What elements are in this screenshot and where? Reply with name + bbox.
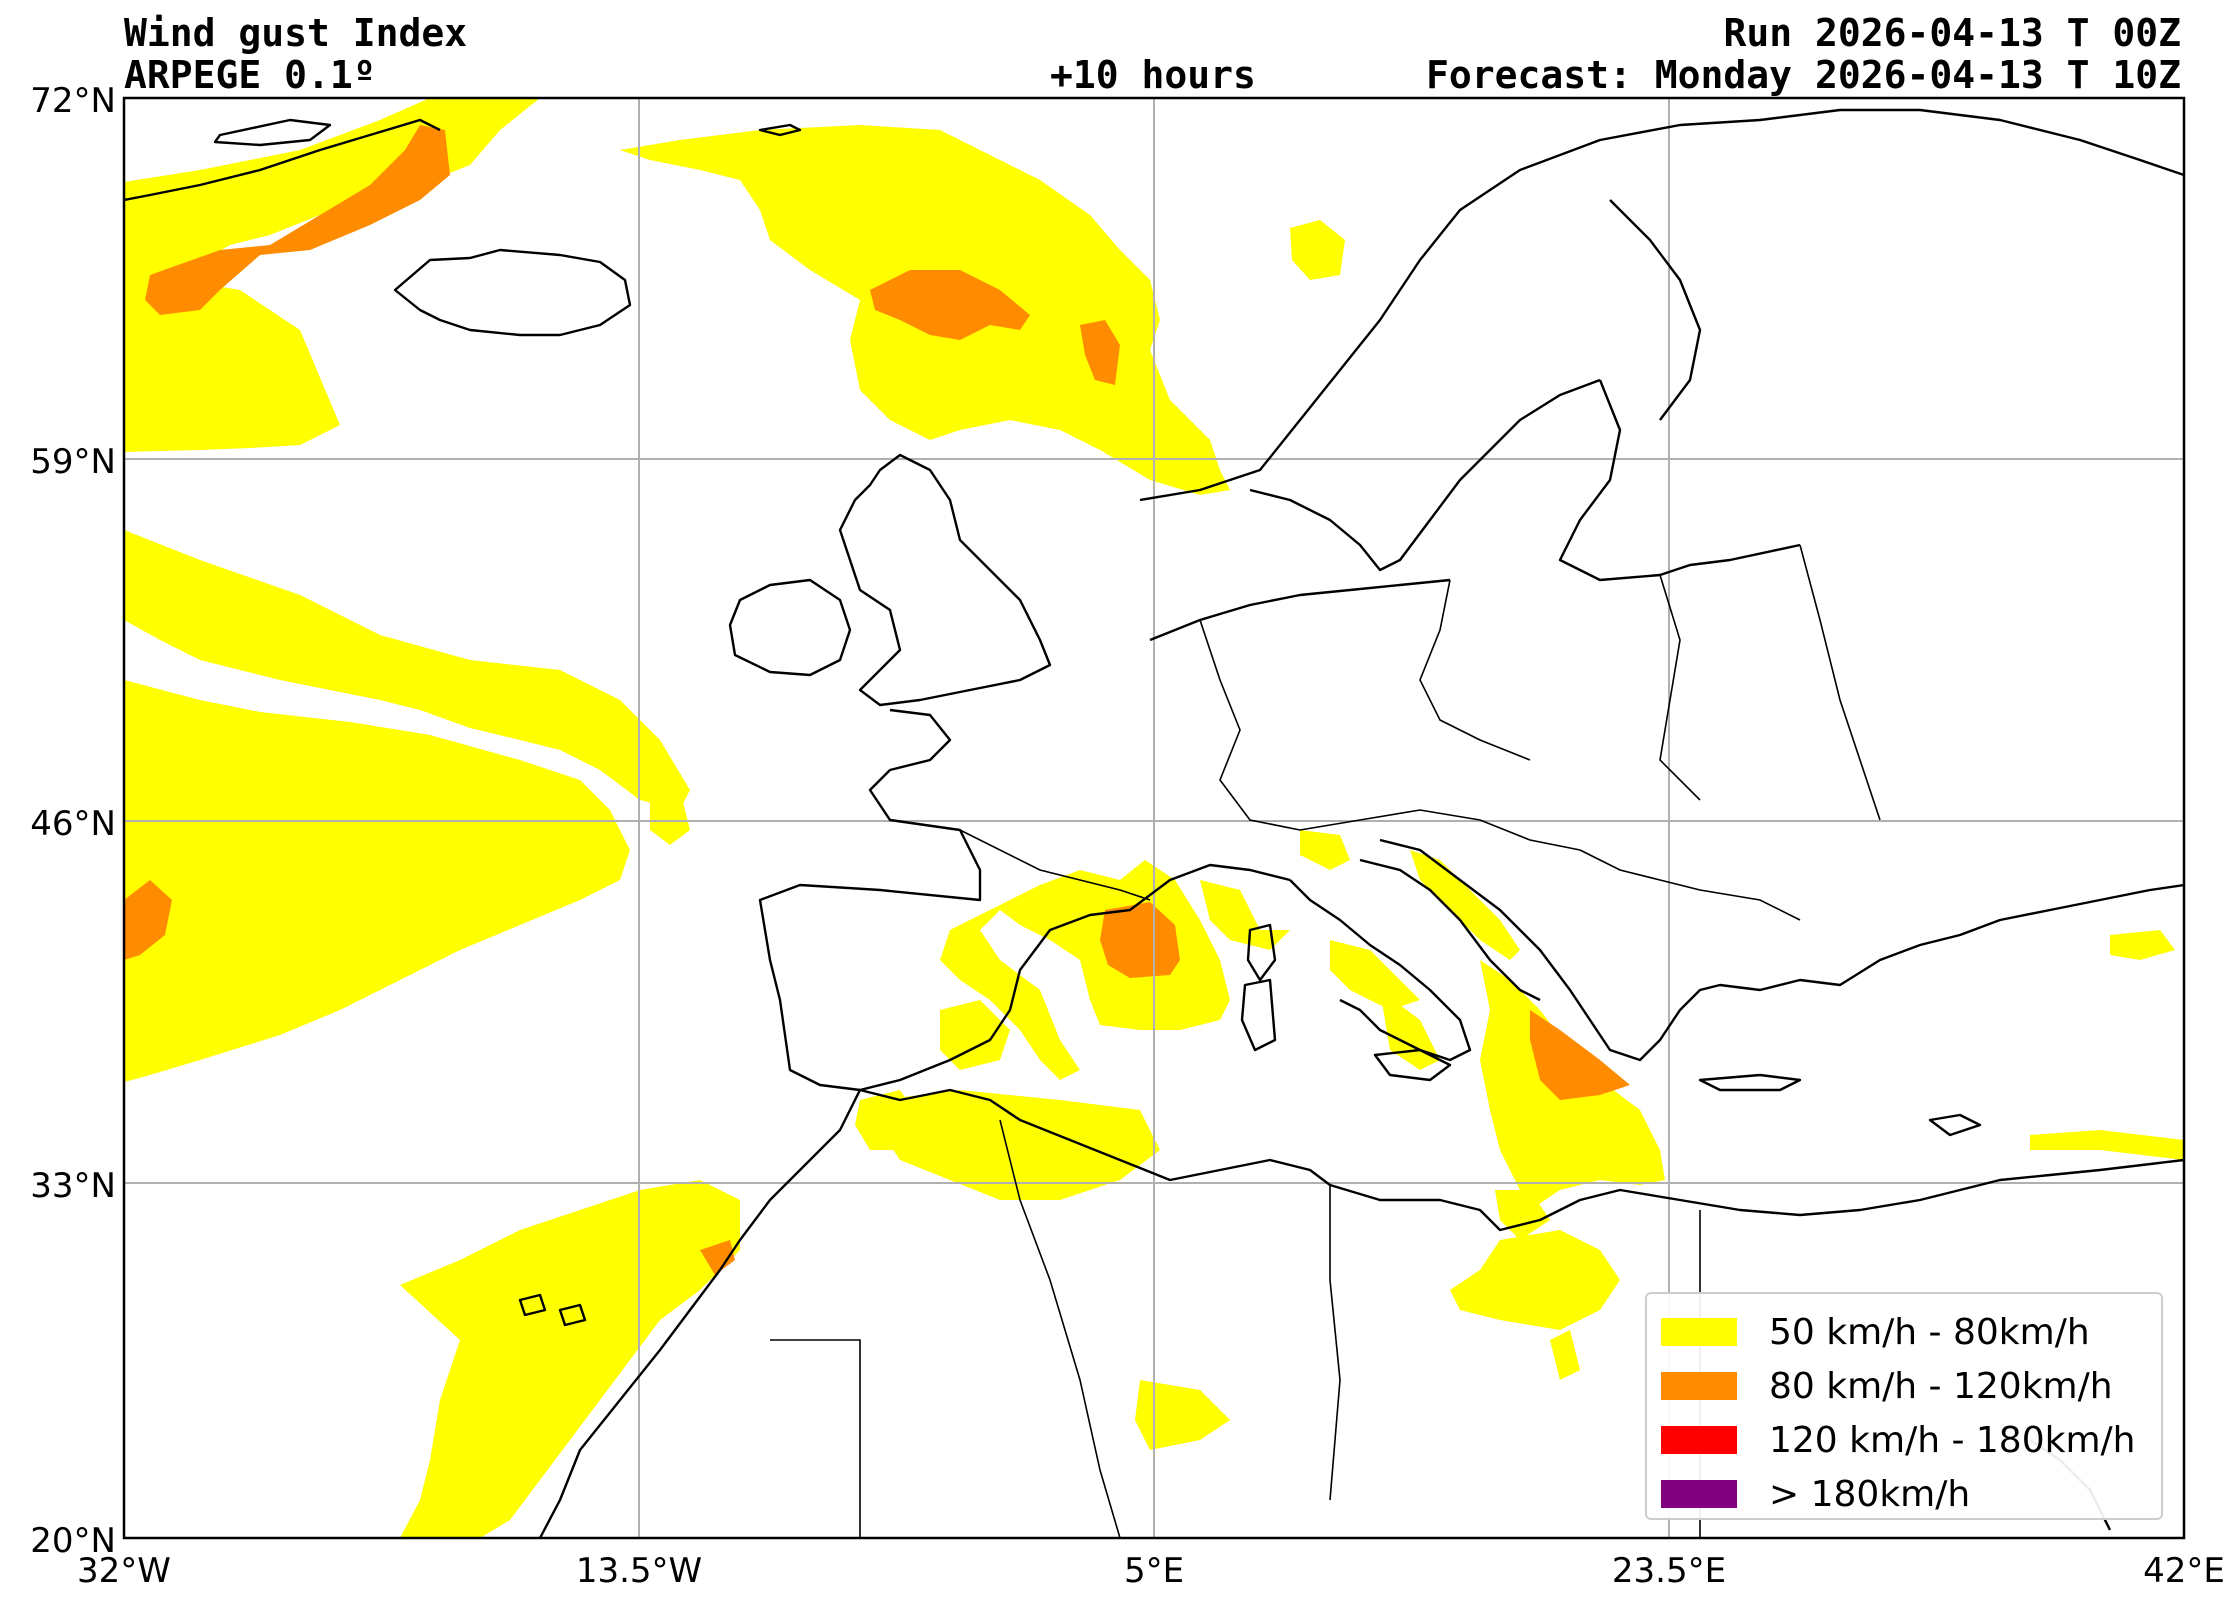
iceland-outline — [393, 248, 632, 337]
scandinavia-coast — [1139, 108, 2184, 502]
italy-east-coast — [1359, 858, 1541, 1002]
legend-label: 120 km/h - 180km/h — [1769, 1419, 2136, 1461]
gulf-of-bothnia — [1609, 199, 1702, 421]
lon-label-13w: 13.5°W — [576, 1551, 702, 1591]
border-belarus-ukraine — [1799, 544, 1881, 821]
legend-item-80-120: 80 km/h - 120km/h — [1661, 1365, 2113, 1407]
map-area — [124, 98, 2184, 1538]
legend-swatch-red — [1661, 1426, 1737, 1454]
border-alps — [1299, 809, 1581, 851]
border-france-germany — [1199, 619, 1301, 831]
sardinia-outline — [1240, 978, 1277, 1052]
legend-label: 50 km/h - 80km/h — [1769, 1311, 2090, 1353]
legend-item-120-180: 120 km/h - 180km/h — [1661, 1419, 2136, 1461]
lon-tick-labels: 32°W 13.5°W 5°E 23.5°E 42°E — [77, 1551, 2225, 1591]
coastlines — [124, 108, 2184, 1538]
graticule — [124, 98, 2184, 1538]
morocco-west-coast — [538, 1089, 862, 1538]
border-algeria-tunisia — [1329, 1185, 1341, 1501]
lat-label-20: 20°N — [30, 1521, 116, 1561]
north-africa-coast — [859, 1088, 2184, 1232]
legend-swatch-yellow — [1661, 1318, 1737, 1346]
italy-west-coast — [1289, 879, 1472, 1062]
lat-tick-labels: 72°N 59°N 46°N 33°N 20°N — [30, 81, 116, 1561]
lon-label-5e: 5°E — [1124, 1551, 1184, 1591]
greenland-fragment — [213, 118, 332, 147]
border-western-sahara — [770, 1339, 861, 1538]
border-poland-east — [1659, 574, 1701, 801]
border-germany-poland — [1419, 579, 1531, 761]
greenland-coast — [124, 118, 441, 202]
ireland-coast — [728, 578, 852, 677]
forecast-time: Forecast: Monday 2026-04-13 T 10Z — [1426, 53, 2181, 97]
north-sea-coast — [1149, 578, 1451, 642]
lon-label-23e: 23.5°E — [1612, 1551, 1726, 1591]
great-britain-coast — [838, 453, 1052, 707]
lat-label-33: 33°N — [30, 1166, 116, 1206]
map-title: Wind gust Index — [124, 11, 468, 55]
border-balkans — [1579, 849, 1801, 921]
border-algeria-morocco — [999, 1119, 1121, 1538]
gust-band-80-120 — [124, 125, 1630, 1275]
legend-label: > 180km/h — [1769, 1473, 1971, 1515]
cyprus-outline — [1928, 1113, 1982, 1137]
legend-swatch-orange — [1661, 1372, 1737, 1400]
map-frame — [122, 96, 2186, 1540]
gust-band-50-80 — [124, 98, 2184, 1538]
baltic-coast-west — [1249, 378, 1601, 572]
balkan-black-sea-coast — [1379, 838, 2184, 1062]
legend-item-180-plus: > 180km/h — [1661, 1473, 1971, 1515]
legend-label: 80 km/h - 120km/h — [1769, 1365, 2113, 1407]
lon-label-42e: 42°E — [2143, 1551, 2225, 1591]
legend: 50 km/h - 80km/h 80 km/h - 120km/h 120 k… — [1645, 1292, 2163, 1520]
crete-outline — [1698, 1073, 1802, 1092]
jan-mayen — [758, 123, 802, 137]
lat-label-46: 46°N — [30, 804, 116, 844]
france-iberia-coast — [758, 708, 1291, 1092]
corsica-outline — [1246, 923, 1277, 982]
canary-islands — [518, 1293, 587, 1327]
run-time: Run 2026-04-13 T 00Z — [1723, 11, 2181, 55]
legend-swatch-purple — [1661, 1480, 1737, 1508]
lat-label-59: 59°N — [30, 442, 116, 482]
lat-label-72: 72°N — [30, 81, 116, 121]
sicily-outline — [1373, 1048, 1452, 1082]
lead-time: +10 hours — [1050, 53, 1256, 97]
borders — [770, 544, 1881, 1538]
baltic-coast-east — [1558, 379, 1801, 582]
border-pyrenees — [959, 829, 1151, 901]
legend-item-50-80: 50 km/h - 80km/h — [1661, 1311, 2090, 1353]
model-name: ARPEGE 0.1º — [124, 53, 376, 97]
lon-label-32w: 32°W — [77, 1551, 171, 1591]
